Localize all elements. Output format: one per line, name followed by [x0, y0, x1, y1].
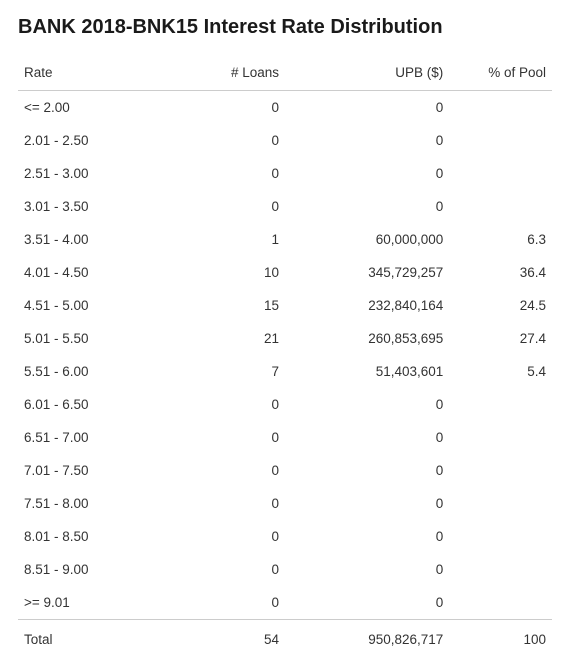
- cell-pct: [449, 124, 552, 157]
- col-header-upb: UPB ($): [285, 57, 449, 91]
- col-header-pct: % of Pool: [449, 57, 552, 91]
- cell-upb: 0: [285, 124, 449, 157]
- cell-pct: [449, 553, 552, 586]
- cell-rate: 4.01 - 4.50: [18, 256, 162, 289]
- table-body: <= 2.00002.01 - 2.50002.51 - 3.00003.01 …: [18, 91, 552, 620]
- cell-pct: [449, 190, 552, 223]
- table-row: 8.51 - 9.0000: [18, 553, 552, 586]
- cell-upb: 0: [285, 157, 449, 190]
- table-row: <= 2.0000: [18, 91, 552, 125]
- cell-pct: 27.4: [449, 322, 552, 355]
- total-pct: 100: [449, 620, 552, 656]
- table-row: 2.01 - 2.5000: [18, 124, 552, 157]
- cell-rate: 2.51 - 3.00: [18, 157, 162, 190]
- cell-rate: 8.01 - 8.50: [18, 520, 162, 553]
- cell-loans: 0: [162, 586, 285, 620]
- cell-loans: 0: [162, 520, 285, 553]
- cell-loans: 21: [162, 322, 285, 355]
- cell-upb: 345,729,257: [285, 256, 449, 289]
- cell-pct: [449, 520, 552, 553]
- cell-rate: 8.51 - 9.00: [18, 553, 162, 586]
- cell-rate: <= 2.00: [18, 91, 162, 125]
- cell-upb: 0: [285, 421, 449, 454]
- cell-pct: 5.4: [449, 355, 552, 388]
- cell-rate: 7.01 - 7.50: [18, 454, 162, 487]
- cell-pct: [449, 487, 552, 520]
- table-row: 7.01 - 7.5000: [18, 454, 552, 487]
- cell-upb: 0: [285, 454, 449, 487]
- cell-rate: 4.51 - 5.00: [18, 289, 162, 322]
- cell-rate: 6.51 - 7.00: [18, 421, 162, 454]
- cell-pct: [449, 157, 552, 190]
- cell-loans: 0: [162, 487, 285, 520]
- table-row: 3.01 - 3.5000: [18, 190, 552, 223]
- cell-loans: 0: [162, 124, 285, 157]
- table-header-row: Rate # Loans UPB ($) % of Pool: [18, 57, 552, 91]
- cell-rate: 7.51 - 8.00: [18, 487, 162, 520]
- cell-upb: 0: [285, 586, 449, 620]
- cell-loans: 0: [162, 454, 285, 487]
- cell-upb: 0: [285, 487, 449, 520]
- page-title: BANK 2018-BNK15 Interest Rate Distributi…: [18, 16, 552, 39]
- cell-loans: 0: [162, 553, 285, 586]
- table-row: 8.01 - 8.5000: [18, 520, 552, 553]
- cell-upb: 0: [285, 520, 449, 553]
- cell-loans: 0: [162, 190, 285, 223]
- cell-upb: 0: [285, 190, 449, 223]
- table-row: 6.51 - 7.0000: [18, 421, 552, 454]
- table-row: 5.01 - 5.5021260,853,69527.4: [18, 322, 552, 355]
- cell-upb: 51,403,601: [285, 355, 449, 388]
- cell-loans: 0: [162, 91, 285, 125]
- cell-upb: 60,000,000: [285, 223, 449, 256]
- cell-pct: 24.5: [449, 289, 552, 322]
- cell-rate: >= 9.01: [18, 586, 162, 620]
- cell-upb: 0: [285, 388, 449, 421]
- cell-upb: 0: [285, 553, 449, 586]
- cell-loans: 0: [162, 157, 285, 190]
- cell-rate: 2.01 - 2.50: [18, 124, 162, 157]
- cell-pct: [449, 388, 552, 421]
- table-row: 7.51 - 8.0000: [18, 487, 552, 520]
- cell-loans: 0: [162, 388, 285, 421]
- total-label: Total: [18, 620, 162, 656]
- cell-rate: 5.51 - 6.00: [18, 355, 162, 388]
- cell-rate: 6.01 - 6.50: [18, 388, 162, 421]
- table-row: 4.01 - 4.5010345,729,25736.4: [18, 256, 552, 289]
- table-row: 2.51 - 3.0000: [18, 157, 552, 190]
- cell-rate: 3.01 - 3.50: [18, 190, 162, 223]
- cell-loans: 0: [162, 421, 285, 454]
- cell-pct: 6.3: [449, 223, 552, 256]
- cell-loans: 15: [162, 289, 285, 322]
- cell-loans: 1: [162, 223, 285, 256]
- total-upb: 950,826,717: [285, 620, 449, 656]
- cell-loans: 7: [162, 355, 285, 388]
- cell-upb: 0: [285, 91, 449, 125]
- cell-upb: 232,840,164: [285, 289, 449, 322]
- cell-upb: 260,853,695: [285, 322, 449, 355]
- table-row: >= 9.0100: [18, 586, 552, 620]
- cell-pct: 36.4: [449, 256, 552, 289]
- total-loans: 54: [162, 620, 285, 656]
- table-row: 6.01 - 6.5000: [18, 388, 552, 421]
- col-header-loans: # Loans: [162, 57, 285, 91]
- cell-rate: 5.01 - 5.50: [18, 322, 162, 355]
- cell-rate: 3.51 - 4.00: [18, 223, 162, 256]
- rate-distribution-table: Rate # Loans UPB ($) % of Pool <= 2.0000…: [18, 57, 552, 655]
- table-row: 3.51 - 4.00160,000,0006.3: [18, 223, 552, 256]
- cell-pct: [449, 586, 552, 620]
- table-row: 4.51 - 5.0015232,840,16424.5: [18, 289, 552, 322]
- table-total-row: Total 54 950,826,717 100: [18, 620, 552, 656]
- cell-pct: [449, 454, 552, 487]
- cell-pct: [449, 91, 552, 125]
- cell-pct: [449, 421, 552, 454]
- table-row: 5.51 - 6.00751,403,6015.4: [18, 355, 552, 388]
- col-header-rate: Rate: [18, 57, 162, 91]
- cell-loans: 10: [162, 256, 285, 289]
